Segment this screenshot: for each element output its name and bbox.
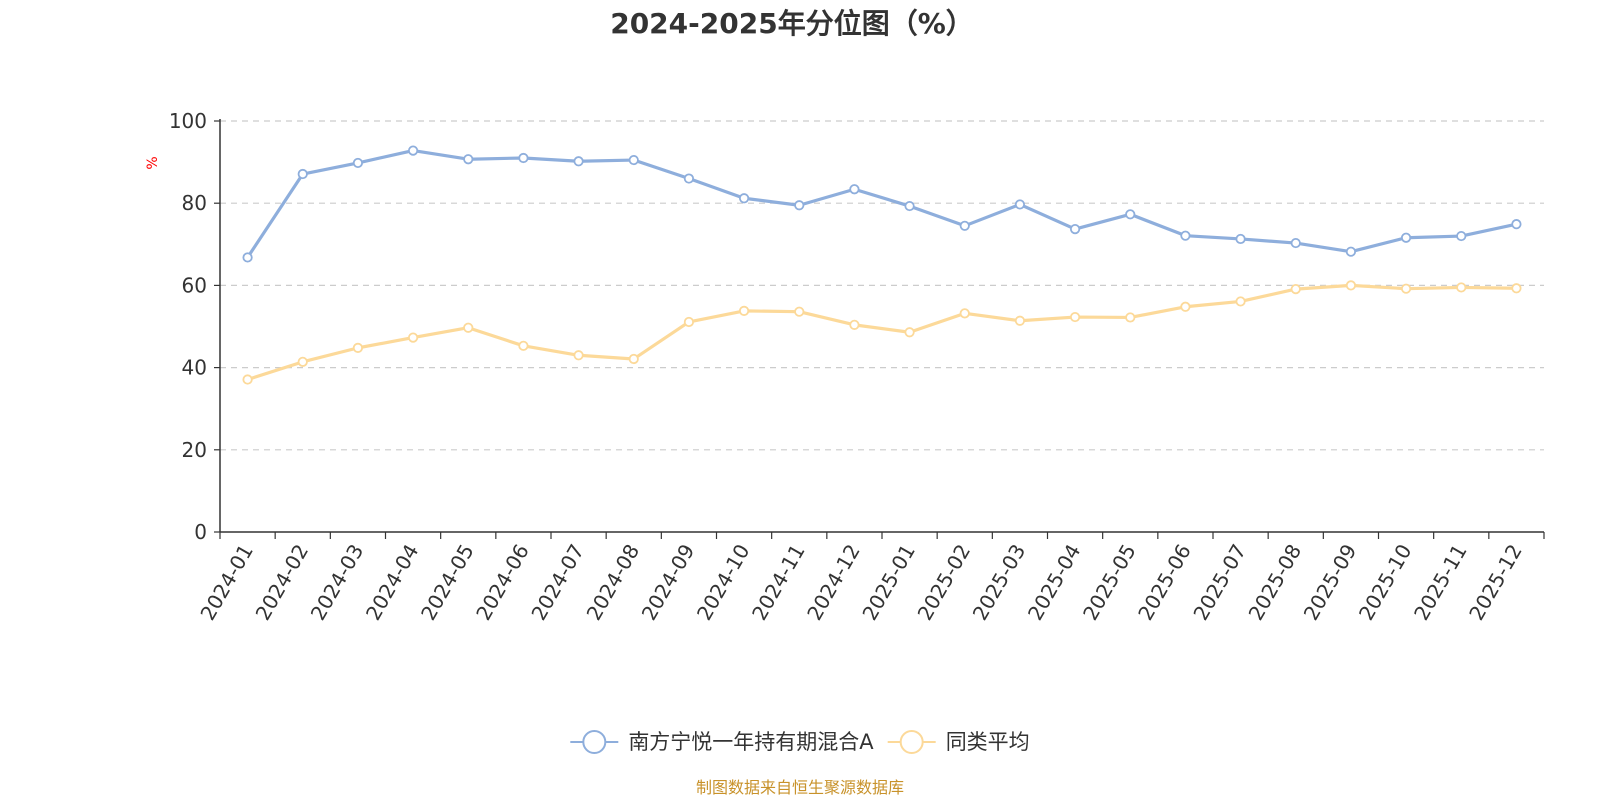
legend-item-0[interactable]: 南方宁悦一年持有期混合A bbox=[570, 730, 874, 754]
x-tick-label: 2024-12 bbox=[802, 540, 865, 624]
x-tick-label: 2025-01 bbox=[857, 540, 920, 624]
y-axis-label: % bbox=[145, 156, 161, 169]
data-point[interactable] bbox=[1400, 283, 1412, 294]
data-point[interactable] bbox=[297, 356, 308, 367]
data-point[interactable] bbox=[242, 252, 253, 263]
data-point[interactable] bbox=[959, 308, 970, 319]
x-tick-label: 2025-09 bbox=[1299, 540, 1362, 624]
x-tick-label: 2024-07 bbox=[526, 540, 589, 624]
data-point[interactable] bbox=[1290, 283, 1301, 295]
data-point[interactable] bbox=[683, 316, 695, 328]
data-point[interactable] bbox=[1069, 311, 1081, 323]
data-point[interactable] bbox=[518, 152, 529, 164]
data-point[interactable] bbox=[352, 342, 364, 353]
axes bbox=[214, 119, 1545, 539]
data-point[interactable] bbox=[1400, 232, 1412, 243]
data-point[interactable] bbox=[628, 154, 639, 166]
y-tick-label: 20 bbox=[182, 438, 207, 462]
series-1 bbox=[242, 280, 1522, 385]
data-point[interactable] bbox=[573, 350, 584, 361]
x-tick-label: 2025-02 bbox=[913, 540, 976, 624]
data-point[interactable] bbox=[242, 374, 253, 385]
y-tick-label: 0 bbox=[194, 520, 207, 544]
chart-title: 2024-2025年分位图（%） bbox=[610, 7, 974, 40]
data-point[interactable] bbox=[1069, 223, 1081, 235]
data-point[interactable] bbox=[463, 322, 474, 333]
data-source-label: 制图数据来自恒生聚源数据库 bbox=[696, 778, 904, 797]
data-point[interactable] bbox=[573, 156, 584, 167]
legend-marker-icon bbox=[582, 730, 607, 754]
data-point[interactable] bbox=[1014, 315, 1026, 326]
data-point[interactable] bbox=[1235, 296, 1246, 307]
legend[interactable]: 南方宁悦一年持有期混合A 同类平均 bbox=[570, 730, 1030, 754]
data-point[interactable] bbox=[1345, 246, 1357, 257]
data-point[interactable] bbox=[794, 306, 805, 317]
x-tick-label: 2024-05 bbox=[416, 540, 479, 624]
data-point[interactable] bbox=[794, 200, 805, 211]
data-point[interactable] bbox=[1014, 199, 1026, 210]
series-line bbox=[247, 283, 1517, 382]
x-tick-label: 2024-11 bbox=[747, 540, 810, 624]
x-tick-label: 2025-10 bbox=[1354, 540, 1417, 624]
x-tick-label: 2025-08 bbox=[1244, 540, 1307, 624]
series-lines bbox=[242, 145, 1522, 385]
legend-item-1[interactable]: 同类平均 bbox=[887, 730, 1030, 754]
y-tick-label: 40 bbox=[182, 356, 207, 380]
data-point[interactable] bbox=[1235, 233, 1246, 245]
data-point[interactable] bbox=[959, 220, 970, 231]
x-tick-label: 2025-04 bbox=[1023, 540, 1086, 624]
data-point[interactable] bbox=[904, 327, 915, 338]
x-tick-label: 2024-04 bbox=[361, 540, 424, 624]
series-0 bbox=[242, 145, 1522, 263]
legend-label: 南方宁悦一年持有期混合A bbox=[628, 730, 874, 754]
x-tick-label: 2024-09 bbox=[637, 540, 700, 624]
data-point[interactable] bbox=[1456, 282, 1467, 293]
data-point[interactable] bbox=[1345, 280, 1357, 291]
data-point[interactable] bbox=[1125, 209, 1136, 220]
data-point[interactable] bbox=[518, 340, 529, 351]
legend-marker-icon bbox=[899, 730, 924, 754]
data-point[interactable] bbox=[1511, 219, 1522, 230]
y-tick-labels: 0 20 40 60 80 100 bbox=[169, 109, 207, 544]
x-tick-label: 2024-02 bbox=[251, 540, 314, 624]
y-tick-label: 100 bbox=[169, 109, 207, 133]
x-tick-label: 2025-05 bbox=[1078, 540, 1141, 624]
series-line bbox=[246, 148, 1517, 259]
data-point[interactable] bbox=[1456, 230, 1467, 242]
x-tick-label: 2024-06 bbox=[471, 540, 534, 624]
gridlines bbox=[220, 120, 1544, 451]
data-point[interactable] bbox=[904, 200, 915, 212]
x-tick-label: 2025-07 bbox=[1188, 540, 1251, 624]
data-point[interactable] bbox=[1125, 312, 1136, 323]
data-point[interactable] bbox=[738, 193, 750, 204]
data-point[interactable] bbox=[738, 305, 750, 316]
data-point[interactable] bbox=[407, 332, 419, 343]
x-tick-label: 2024-10 bbox=[692, 540, 755, 624]
x-tick-label: 2024-03 bbox=[306, 540, 369, 624]
x-tick-label: 2025-11 bbox=[1409, 540, 1472, 624]
data-point[interactable] bbox=[1180, 301, 1191, 312]
data-point[interactable] bbox=[297, 168, 308, 180]
x-tick-label: 2024-01 bbox=[195, 540, 258, 624]
data-point[interactable] bbox=[849, 184, 860, 195]
data-point[interactable] bbox=[463, 154, 474, 165]
x-tick-labels: 2024-012024-022024-032024-042024-052024-… bbox=[195, 540, 1526, 624]
data-point[interactable] bbox=[1511, 283, 1522, 294]
legend-label: 同类平均 bbox=[946, 730, 1030, 754]
data-point[interactable] bbox=[352, 157, 364, 169]
data-point[interactable] bbox=[1180, 230, 1191, 241]
data-point[interactable] bbox=[628, 353, 639, 365]
data-point[interactable] bbox=[849, 319, 860, 330]
data-point[interactable] bbox=[1290, 237, 1301, 249]
x-tick-label: 2024-08 bbox=[582, 540, 645, 624]
data-point[interactable] bbox=[407, 145, 419, 156]
y-tick-label: 80 bbox=[182, 191, 207, 215]
x-tick-label: 2025-06 bbox=[1133, 540, 1196, 624]
y-tick-label: 60 bbox=[182, 273, 207, 297]
x-tick-label: 2025-03 bbox=[968, 540, 1031, 624]
data-point[interactable] bbox=[683, 173, 695, 184]
x-tick-label: 2025-12 bbox=[1464, 540, 1527, 624]
